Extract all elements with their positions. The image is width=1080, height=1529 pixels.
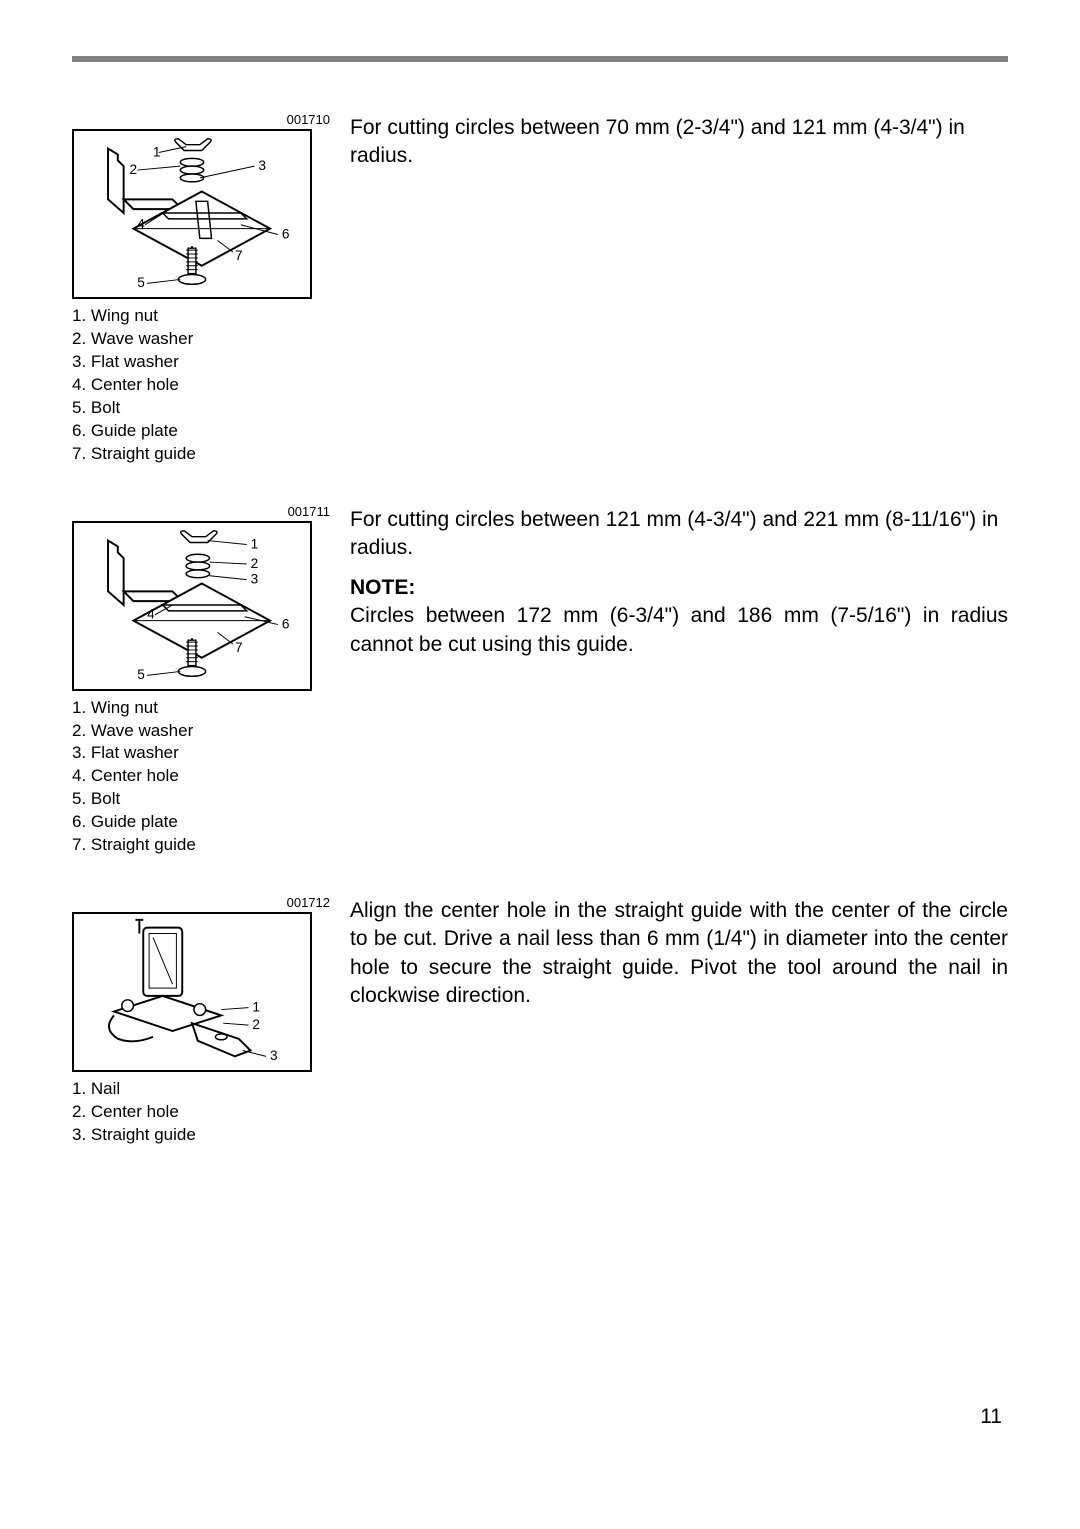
section-text: For cutting circles between 70 mm (2-3/4… — [350, 114, 1008, 171]
svg-text:2: 2 — [251, 555, 259, 570]
page-number: 11 — [980, 1405, 1002, 1429]
figure-001712-diagram: 1 2 3 — [74, 914, 310, 1070]
legend-item: 5. Bolt — [72, 788, 332, 811]
legend-item: 6. Guide plate — [72, 420, 332, 443]
svg-text:4: 4 — [147, 606, 155, 621]
svg-text:6: 6 — [282, 616, 290, 631]
svg-text:1: 1 — [251, 536, 259, 551]
svg-text:1: 1 — [153, 144, 161, 159]
legend-item: 6. Guide plate — [72, 811, 332, 834]
svg-text:6: 6 — [282, 226, 290, 241]
figure-frame-001712: 1 2 3 — [72, 912, 312, 1072]
legend-item: 1. Wing nut — [72, 697, 332, 720]
section-text: Align the center hole in the straight gu… — [350, 897, 1008, 1010]
legend-item: 3. Straight guide — [72, 1124, 332, 1147]
figure-frame-001710: 1 2 3 4 5 6 7 — [72, 129, 312, 299]
svg-text:1: 1 — [252, 1000, 260, 1015]
legend-item: 7. Straight guide — [72, 443, 332, 466]
svg-text:7: 7 — [235, 248, 243, 263]
section-001711: 001711 — [72, 504, 1008, 886]
legend-item: 1. Wing nut — [72, 305, 332, 328]
note-heading: NOTE: — [350, 576, 1008, 600]
legend-item: 4. Center hole — [72, 374, 332, 397]
svg-text:3: 3 — [251, 571, 259, 586]
legend-item: 2. Wave washer — [72, 328, 332, 351]
figure-id: 001711 — [72, 504, 332, 519]
legend-item: 5. Bolt — [72, 397, 332, 420]
svg-text:3: 3 — [270, 1048, 278, 1063]
svg-text:2: 2 — [252, 1017, 260, 1032]
legend-item: 2. Wave washer — [72, 720, 332, 743]
figure-id: 001710 — [72, 112, 332, 127]
section-001712: 001712 — [72, 895, 1008, 1175]
svg-text:2: 2 — [130, 162, 138, 177]
top-rule — [72, 56, 1008, 62]
section-text: For cutting circles between 121 mm (4-3/… — [350, 506, 1008, 563]
figure-legend-001710: 1. Wing nut 2. Wave washer 3. Flat washe… — [72, 305, 332, 466]
svg-text:3: 3 — [258, 158, 266, 173]
figure-001711-diagram: 1 2 3 4 5 6 7 — [74, 523, 310, 689]
legend-item: 7. Straight guide — [72, 834, 332, 857]
figure-frame-001711: 1 2 3 4 5 6 7 — [72, 521, 312, 691]
svg-text:4: 4 — [137, 217, 145, 232]
svg-text:5: 5 — [137, 275, 145, 290]
legend-item: 3. Flat washer — [72, 742, 332, 765]
svg-text:7: 7 — [235, 639, 243, 654]
figure-legend-001711: 1. Wing nut 2. Wave washer 3. Flat washe… — [72, 697, 332, 858]
svg-text:5: 5 — [137, 667, 145, 682]
section-001710: 001710 — [72, 112, 1008, 494]
legend-item: 2. Center hole — [72, 1101, 332, 1124]
legend-item: 1. Nail — [72, 1078, 332, 1101]
figure-legend-001712: 1. Nail 2. Center hole 3. Straight guide — [72, 1078, 332, 1147]
note-text: Circles between 172 mm (6-3/4") and 186 … — [350, 602, 1008, 659]
figure-id: 001712 — [72, 895, 332, 910]
legend-item: 3. Flat washer — [72, 351, 332, 374]
legend-item: 4. Center hole — [72, 765, 332, 788]
figure-001710-diagram: 1 2 3 4 5 6 7 — [74, 131, 310, 297]
